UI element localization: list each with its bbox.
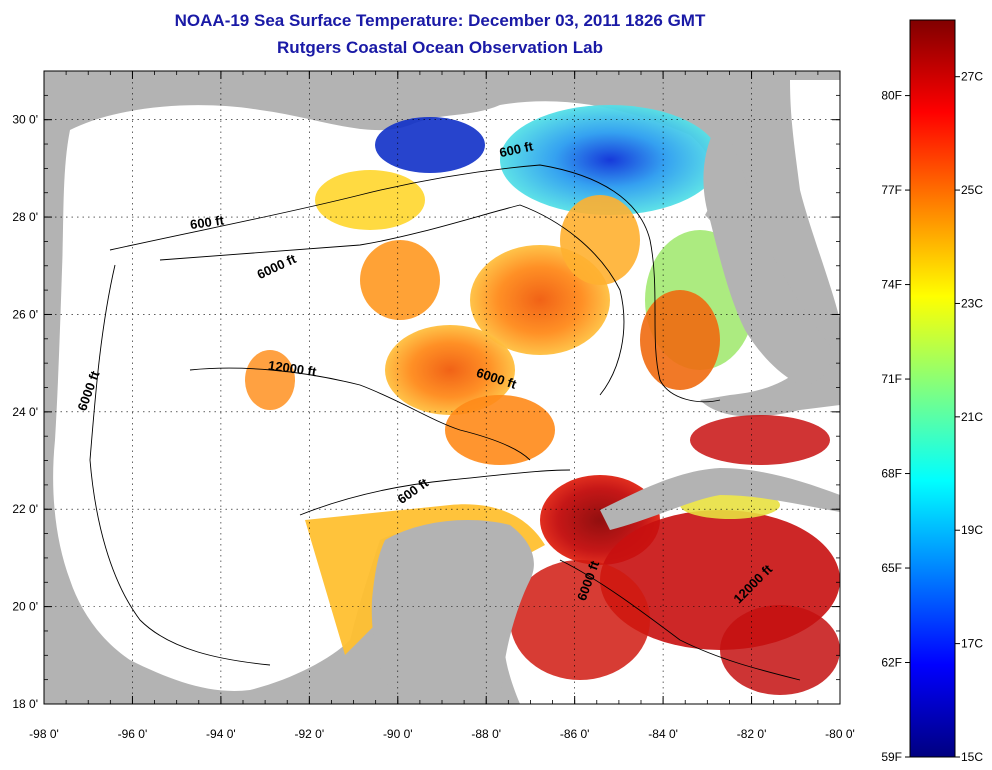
sst-patch-florida-straits xyxy=(690,415,830,465)
map-title: NOAA-19 Sea Surface Temperature: Decembe… xyxy=(174,11,706,30)
lat-tick-label: 26 0' xyxy=(12,307,38,321)
lon-tick-label: -90 0' xyxy=(383,727,413,741)
contour-label: 600 ft xyxy=(189,212,225,232)
contour-600ft-campeche xyxy=(299,469,571,516)
colorbar-label-celsius: 27C xyxy=(961,70,983,84)
colorbar-label-fahrenheit: 59F xyxy=(881,750,902,764)
atlantic-water xyxy=(790,80,840,320)
colorbar-label-celsius: 17C xyxy=(961,637,983,651)
colorbar-label-fahrenheit: 65F xyxy=(881,561,902,575)
sst-patch-central-5 xyxy=(560,195,640,285)
sst-patch-texas-shelf xyxy=(315,170,425,230)
colorbar-labels: 27C 25C 23C 21C 19C 17C 15C 80F 77F 74F 71F 68F 65F 6… xyxy=(881,70,983,764)
colorbar-label-fahrenheit: 77F xyxy=(881,183,902,197)
contour-label: 12000 ft xyxy=(267,358,318,380)
colorbar-label-celsius: 21C xyxy=(961,410,983,424)
lat-tick-label: 28 0' xyxy=(12,210,38,224)
sst-patch-louisiana xyxy=(375,117,485,173)
contour-6000ft xyxy=(89,264,271,666)
contour-caribbean xyxy=(559,559,801,681)
colorbar-label-celsius: 15C xyxy=(961,750,983,764)
lon-tick-label: -84 0' xyxy=(648,727,678,741)
colorbar-label-celsius: 19C xyxy=(961,523,983,537)
map-plot-area xyxy=(44,71,840,704)
contour-6000ft-north xyxy=(159,204,625,396)
cuba-land xyxy=(600,468,840,530)
lat-tick-label: 24 0' xyxy=(12,405,38,419)
colorbar-label-celsius: 23C xyxy=(961,296,983,310)
contour-label: 600 ft xyxy=(498,138,535,160)
axis-ticks: -98 0' -96 0' -94 0' -92 0' -90 0' -88 0' -86 … xyxy=(12,70,855,741)
colorbar-label-fahrenheit: 71F xyxy=(881,372,902,386)
lat-tick-label: 22 0' xyxy=(12,502,38,516)
lon-tick-label: -96 0' xyxy=(118,727,148,741)
contour-12000ft xyxy=(189,367,531,461)
lon-tick-label: -86 0' xyxy=(560,727,590,741)
lon-tick-label: -88 0' xyxy=(471,727,501,741)
lon-tick-label: -98 0' xyxy=(29,727,59,741)
lat-tick-label: 20 0' xyxy=(12,600,38,614)
sst-patch-west-florida-warm xyxy=(640,290,720,390)
sst-patch-central-2 xyxy=(385,325,515,415)
colorbar-label-fahrenheit: 74F xyxy=(881,278,902,292)
lat-tick-label: 30 0' xyxy=(12,113,38,127)
sst-patch-central-3 xyxy=(360,240,440,320)
sst-patch-caribbean-3 xyxy=(720,605,840,695)
map-subtitle: Rutgers Coastal Ocean Observation Lab xyxy=(277,38,603,57)
sst-patch-caribbean-2 xyxy=(510,560,650,680)
lon-tick-label: -82 0' xyxy=(737,727,767,741)
depth-contours xyxy=(89,164,801,681)
colorbar xyxy=(909,19,956,758)
lat-tick-label: 18 0' xyxy=(12,697,38,711)
colorbar-label-fahrenheit: 62F xyxy=(881,656,902,670)
colorbar-label-fahrenheit: 68F xyxy=(881,467,902,481)
colorbar-label-fahrenheit: 80F xyxy=(881,89,902,103)
florida-land xyxy=(703,120,831,385)
sst-patch-central-4 xyxy=(445,395,555,465)
sst-patch-west-1 xyxy=(245,350,295,410)
colorbar-label-celsius: 25C xyxy=(961,183,983,197)
contour-600ft xyxy=(109,164,721,403)
lon-tick-label: -94 0' xyxy=(206,727,236,741)
lon-tick-label: -92 0' xyxy=(295,727,325,741)
sst-patch-north-shelf xyxy=(500,105,720,215)
yucatan-land xyxy=(371,520,534,704)
lon-tick-label: -80 0' xyxy=(825,727,855,741)
